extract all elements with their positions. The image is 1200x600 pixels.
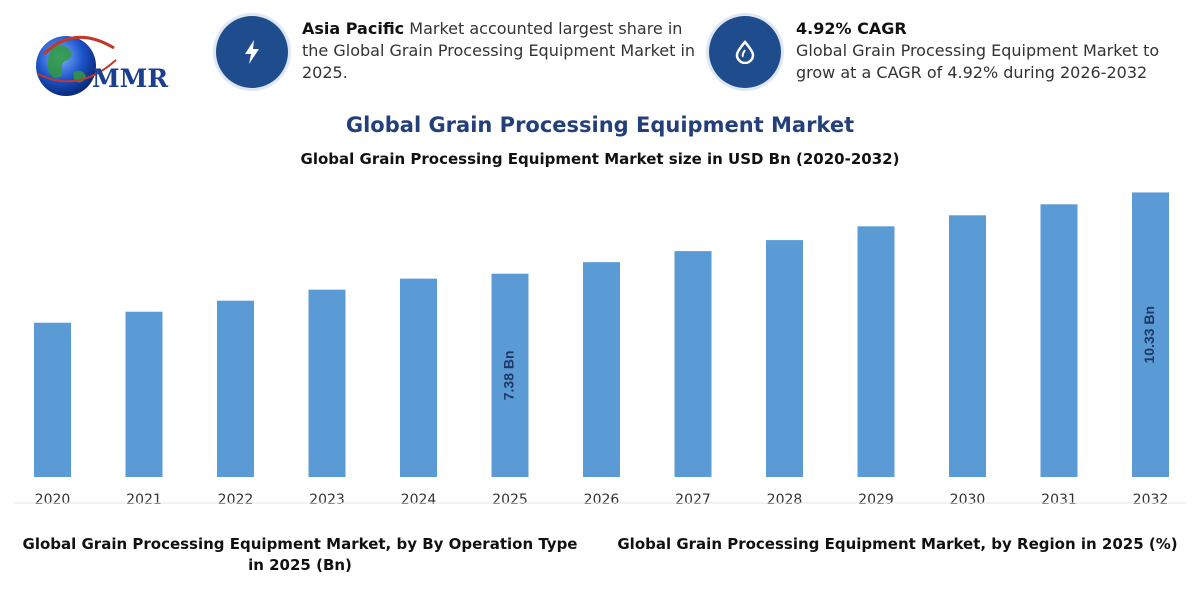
data-label-2025: 7.38 Bn bbox=[501, 350, 517, 400]
logo-text: MMR bbox=[92, 64, 169, 93]
bar-2028 bbox=[766, 240, 803, 477]
mmr-logo bbox=[30, 18, 180, 104]
info-region-bold: Asia Pacific bbox=[302, 19, 405, 38]
x-tick-label: 2030 bbox=[950, 492, 986, 508]
x-tick-label: 2024 bbox=[401, 492, 437, 508]
info-region: Asia Pacific Market accounted largest sh… bbox=[302, 18, 702, 84]
x-tick-label: 2028 bbox=[767, 492, 803, 508]
info-cagr-text: Global Grain Processing Equipment Market… bbox=[796, 41, 1160, 82]
bar-2029 bbox=[857, 226, 895, 477]
bar-2032 bbox=[1132, 192, 1169, 477]
info-cagr-bold: 4.92% CAGR bbox=[796, 19, 907, 38]
bar-2027 bbox=[674, 251, 712, 477]
x-tick-label: 2032 bbox=[1133, 492, 1169, 508]
bar-2020 bbox=[34, 322, 71, 477]
x-tick-label: 2026 bbox=[584, 492, 620, 508]
globe-icon bbox=[36, 35, 117, 96]
bar-chart: 2020 2021 2022 2023 2024 2025 7.38 Bn 2026 2027 2… bbox=[14, 192, 1186, 508]
bar-2024 bbox=[400, 278, 437, 477]
info-region-text: Market accounted largest share in the Gl… bbox=[302, 19, 696, 82]
chart-title: Global Grain Processing Equipment Market bbox=[345, 113, 855, 137]
bar-2026 bbox=[583, 262, 620, 477]
lightning-icon bbox=[216, 16, 288, 88]
operation-type-title: Global Grain Processing Equipment Market… bbox=[22, 535, 578, 574]
data-label-2032: 10.33 Bn bbox=[1141, 306, 1157, 364]
x-tick-label: 2027 bbox=[675, 492, 711, 508]
bar-2025 bbox=[491, 273, 529, 477]
x-tick-label: 2031 bbox=[1041, 492, 1077, 508]
x-tick-label: 2022 bbox=[218, 492, 254, 508]
bar-2030 bbox=[949, 215, 986, 477]
region-title: Global Grain Processing Equipment Market… bbox=[617, 535, 1178, 553]
bar-2023 bbox=[308, 289, 346, 477]
x-tick-label: 2029 bbox=[858, 492, 894, 508]
info-cagr: 4.92% CAGR Global Grain Processing Equip… bbox=[796, 18, 1186, 84]
bar-2021 bbox=[125, 311, 163, 477]
bar-2031 bbox=[1040, 204, 1078, 477]
bar-2022 bbox=[217, 300, 254, 477]
chart-subtitle: Global Grain Processing Equipment Market… bbox=[300, 150, 900, 168]
drop-icon bbox=[709, 16, 781, 88]
x-tick-label: 2023 bbox=[309, 492, 345, 508]
x-tick-label: 2025 bbox=[492, 492, 528, 508]
x-tick-label: 2021 bbox=[126, 492, 162, 508]
x-tick-label: 2020 bbox=[35, 492, 71, 508]
